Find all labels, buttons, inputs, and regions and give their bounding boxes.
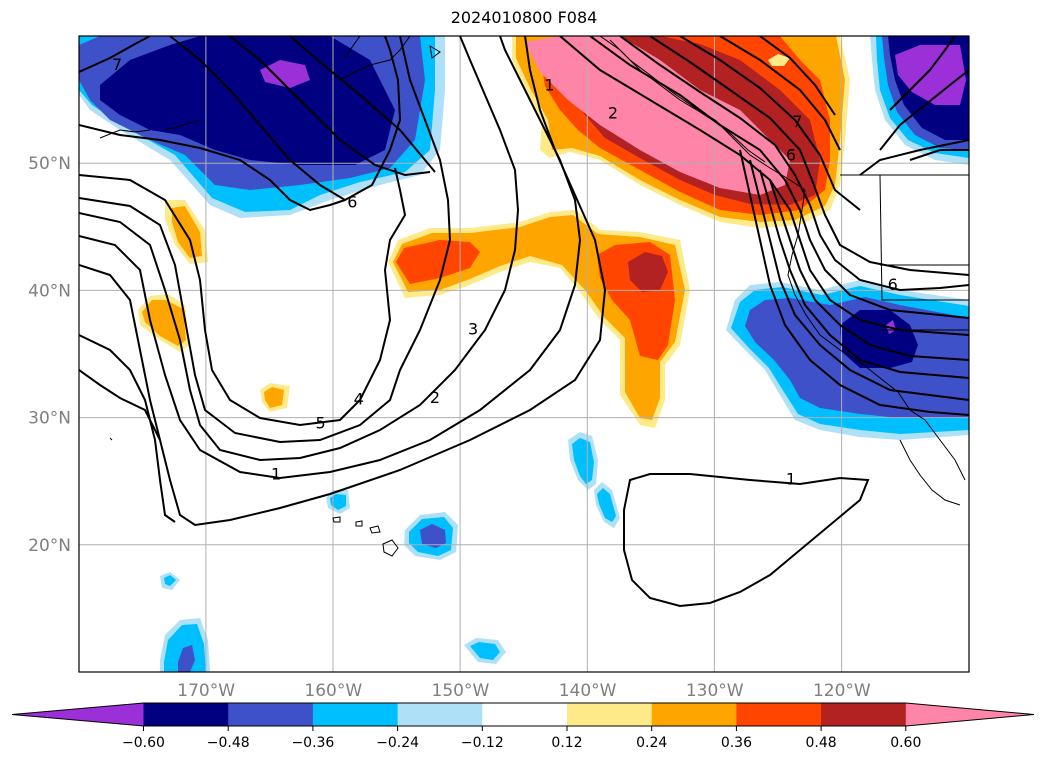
contour-label: 6 xyxy=(786,145,796,164)
pos-field-red xyxy=(396,240,480,284)
map-frame xyxy=(78,35,970,673)
colorbar-segment xyxy=(143,703,229,726)
contour-label: 1 xyxy=(544,75,554,94)
colorbar-tick-label: −0.12 xyxy=(461,735,504,751)
contour-label: 3 xyxy=(468,320,478,339)
lat-label: 50°N xyxy=(28,154,71,174)
lon-label: 130°W xyxy=(686,681,744,701)
latitude-labels: 50°N 40°N 30°N 20°N xyxy=(28,154,71,556)
pos-field-dark xyxy=(628,252,668,292)
hawaiian-islands xyxy=(109,437,399,557)
lon-label: 120°W xyxy=(813,681,871,701)
colorbar-tick-label: 0.36 xyxy=(721,735,752,751)
colorbar-segment xyxy=(397,703,483,726)
shaded-anomaly-field xyxy=(79,36,969,672)
colorbar-tick-label: 0.12 xyxy=(551,735,582,751)
contour-label: 1 xyxy=(271,465,281,484)
contour-label: 2 xyxy=(430,388,440,407)
lon-label: 150°W xyxy=(432,681,490,701)
colorbar-tick-label: −0.36 xyxy=(291,735,334,751)
contour-label: 1 xyxy=(786,470,796,489)
contour-label: 7 xyxy=(792,112,802,131)
contour-labels: 7 6 1 2 7 6 6 5 4 3 2 1 1 xyxy=(112,55,898,489)
colorbar-segment xyxy=(567,703,653,726)
contour-label: 4 xyxy=(354,390,364,409)
contour-label: 6 xyxy=(347,192,357,211)
neg-field-purple xyxy=(260,60,310,88)
contour-label: 2 xyxy=(608,103,618,122)
pos-field-pink xyxy=(525,36,790,195)
contour-label: 5 xyxy=(315,414,325,433)
colorbar-segment xyxy=(12,703,144,726)
lat-label: 30°N xyxy=(28,409,71,429)
lat-label: 20°N xyxy=(28,536,71,556)
lon-label: 160°W xyxy=(304,681,362,701)
neg-field-navy xyxy=(100,36,395,165)
map-title: 2024010800 F084 xyxy=(450,8,598,27)
contour-label: 7 xyxy=(112,55,122,74)
contour-label: 6 xyxy=(888,275,898,294)
colorbar-tick-label: −0.24 xyxy=(376,735,419,751)
lon-label: 140°W xyxy=(559,681,617,701)
colorbar-segment xyxy=(312,703,399,726)
lat-label: 40°N xyxy=(28,281,71,301)
graticule xyxy=(79,36,969,672)
lon-label: 170°W xyxy=(177,681,235,701)
colorbar-segment xyxy=(482,703,568,726)
colorbar-tick-label: 0.60 xyxy=(890,735,921,751)
colorbar-tick-label: 0.24 xyxy=(636,735,667,751)
colorbar: −0.60 −0.48 −0.36 −0.24 −0.12 0.12 0.24 0.36 0.4… xyxy=(11,702,1035,751)
colorbar-segment xyxy=(228,703,314,726)
colorbar-segment xyxy=(821,703,907,726)
longitude-labels: 170°W 160°W 150°W 140°W 130°W 120°W xyxy=(177,681,871,701)
colorbar-segment xyxy=(651,703,737,726)
colorbar-tick-label: −0.60 xyxy=(122,735,165,751)
colorbar-segment xyxy=(905,703,1034,726)
colorbar-tick-label: 0.48 xyxy=(806,735,837,751)
colorbar-segment xyxy=(736,703,822,726)
colorbar-tick-label: −0.48 xyxy=(207,735,250,751)
contour-lines xyxy=(79,36,969,608)
